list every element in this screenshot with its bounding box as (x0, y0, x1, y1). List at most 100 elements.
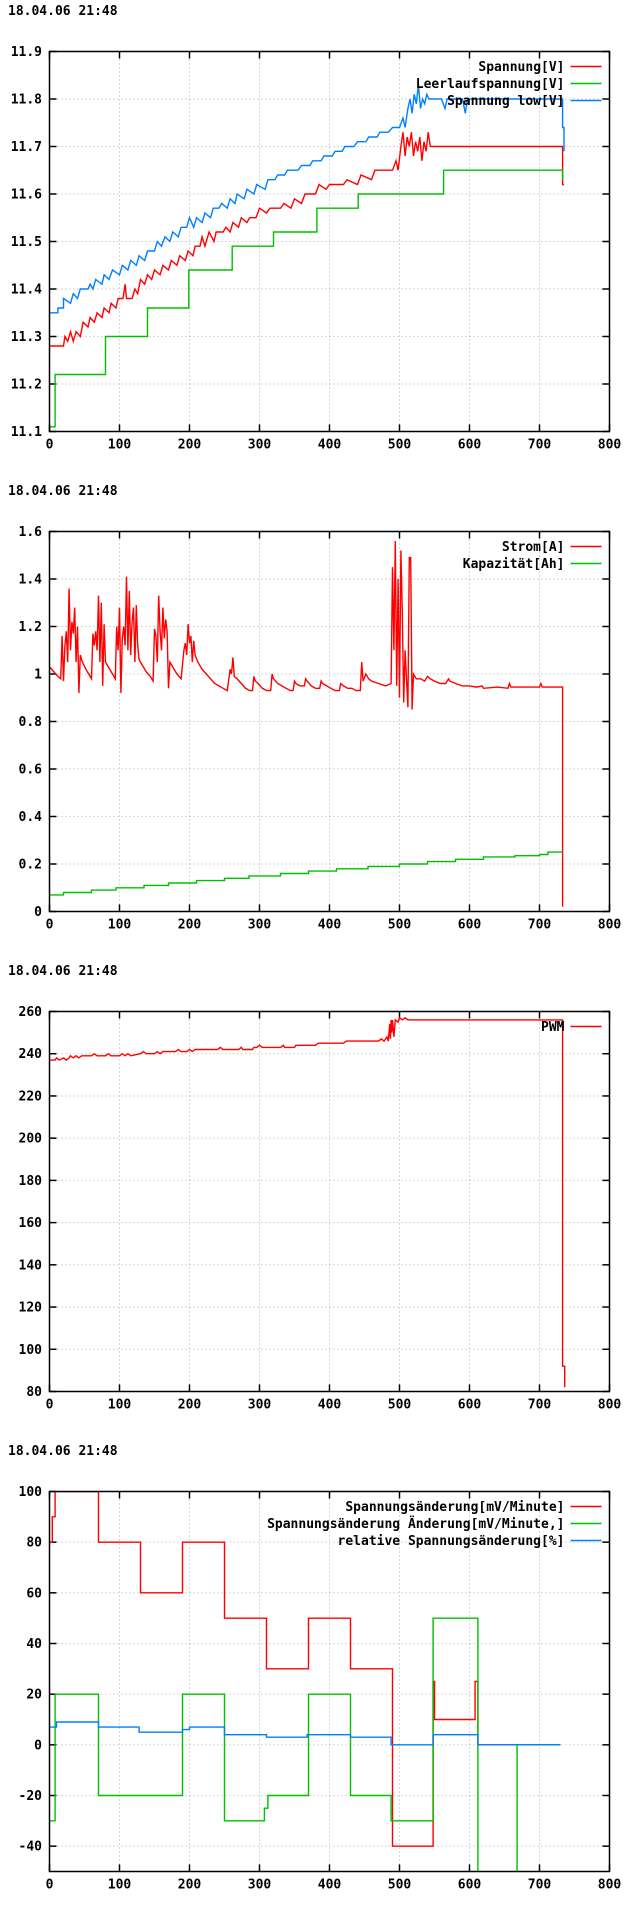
y-tick-label: 200 (19, 1132, 43, 1147)
y-tick-label: 11.8 (11, 93, 42, 108)
y-tick-label: 120 (19, 1301, 43, 1316)
y-tick-label: 11.6 (11, 188, 42, 203)
y-axis-labels: 260 240 220 200 180 160 140 120 100 80 (19, 1005, 43, 1400)
x-tick-label: 0 (46, 1878, 54, 1893)
legend: Spannungsänderung[mV/Minute]Spannungsänd… (267, 1500, 602, 1549)
x-tick-label: 800 (598, 1878, 622, 1893)
y-tick-label: 0.6 (19, 763, 43, 778)
series-line-pwm (49, 1016, 566, 1388)
x-tick-label: 0 (46, 918, 54, 933)
x-tick-label: 700 (528, 1878, 552, 1893)
legend: Strom[A] Kapazität[Ah] (463, 540, 602, 572)
legend-label: Leerlaufspannung[V] (416, 77, 565, 92)
legend-label: Spannung[V] (478, 60, 564, 75)
x-tick-label: 700 (528, 918, 552, 933)
x-axis-labels: 0 100 200 300 400 500 600 700 800 (46, 1398, 622, 1413)
y-tick-label: 60 (26, 1586, 42, 1601)
chart-block-pwm: 18.04.06 21:48 260 240 220 200 180 160 140 120 1… (0, 960, 640, 1440)
x-tick-label: 100 (108, 1398, 132, 1413)
y-tick-label: 260 (19, 1005, 43, 1020)
plot-border (48, 50, 611, 433)
pwm-chart: 260 240 220 200 180 160 140 120 100 80 0 100 200 300 4… (19, 1005, 622, 1413)
x-tick-label: 300 (248, 1878, 272, 1893)
legend-label: relative Spannungsänderung[%] (338, 1534, 565, 1549)
x-tick-label: 400 (318, 1878, 342, 1893)
x-tick-label: 200 (178, 438, 202, 453)
y-tick-label: 140 (19, 1258, 43, 1273)
current-capacity-chart: 1.6 1.4 1.2 1 0.8 0.6 0.4 0.2 00 100 200 300 400 500 6… (19, 525, 622, 933)
legend-label: PWM (541, 1020, 565, 1035)
axis-ticks (48, 1010, 611, 1393)
series-line-kapazität-ah- (49, 851, 563, 896)
x-tick-label: 500 (388, 1398, 412, 1413)
x-tick-label: 800 (598, 438, 622, 453)
y-tick-label: 0.4 (19, 810, 43, 825)
y-tick-label: 100 (19, 1343, 43, 1358)
y-tick-label: -40 (19, 1840, 43, 1855)
x-tick-label: 300 (248, 1398, 272, 1413)
series-line-strom-a- (49, 540, 564, 907)
x-tick-label: 700 (528, 1398, 552, 1413)
plot-border (48, 1490, 611, 1873)
legend-label: Kapazität[Ah] (463, 557, 565, 572)
y-tick-label: 1.2 (19, 620, 42, 635)
y-tick-label: 100 (19, 1485, 43, 1500)
x-tick-label: 300 (248, 918, 272, 933)
y-tick-label: 11.1 (11, 425, 42, 440)
y-axis-labels: 100 80 60 40 20 0 -20 -40 (19, 1485, 43, 1855)
chart-timestamp: 18.04.06 21:48 (8, 1444, 118, 1459)
x-tick-label: 500 (388, 1878, 412, 1893)
series-line-spannung-low-v- (49, 84, 565, 314)
y-tick-label: 80 (26, 1536, 42, 1551)
y-axis-labels: 1.6 1.4 1.2 1 0.8 0.6 0.4 0.2 0 (19, 525, 43, 920)
x-axis-labels: 0 100 200 300 400 500 600 700 800 (46, 438, 622, 453)
x-tick-label: 0 (46, 1398, 54, 1413)
x-tick-label: 0 (46, 438, 54, 453)
legend-label: Spannung low[V] (447, 94, 564, 109)
plot-border (48, 530, 611, 913)
y-tick-label: 80 (26, 1385, 42, 1400)
y-tick-label: 0 (34, 905, 42, 920)
x-tick-label: 100 (108, 438, 132, 453)
x-tick-label: 200 (178, 1398, 202, 1413)
x-tick-label: 500 (388, 918, 412, 933)
legend-label: Spannungsänderung[mV/Minute] (345, 1500, 564, 1515)
y-tick-label: 11.5 (11, 235, 42, 250)
y-tick-label: 160 (19, 1216, 43, 1231)
y-tick-label: 11.7 (11, 140, 42, 155)
x-tick-label: 700 (528, 438, 552, 453)
series-line-relative-spannungsänderung-%- (49, 1721, 561, 1746)
x-axis-labels: 0 100 200 300 400 500 600 700 800 (46, 1878, 622, 1893)
y-tick-label: 1.6 (19, 525, 43, 540)
legend-label: Strom[A] (502, 540, 565, 555)
x-tick-label: 600 (458, 918, 482, 933)
series-lines (49, 1491, 561, 1872)
x-tick-label: 500 (388, 438, 412, 453)
y-tick-label: 11.4 (11, 283, 42, 298)
y-tick-label: 240 (19, 1047, 43, 1062)
voltage-chart: 11.9 11.8 11.7 11.6 11.5 11.4 11.3 11.2 11.1 0 100… (11, 45, 622, 453)
x-axis-labels: 0 100 200 300 400 500 600 700 800 (46, 918, 622, 933)
chart-timestamp: 18.04.06 21:48 (8, 484, 118, 499)
y-tick-label: 0 (34, 1738, 42, 1753)
y-tick-label: 1 (34, 668, 42, 683)
series-line-spannungsänderung-änderung-mv-minute- (49, 1617, 561, 1872)
chart-block-voltage: 18.04.06 21:48 11.9 11.8 11.7 11.6 11.5 11.4 1… (0, 0, 640, 480)
x-tick-label: 400 (318, 1398, 342, 1413)
plot-border (48, 1010, 611, 1393)
series-line-leerlaufspannung-v- (49, 169, 564, 428)
series-lines (49, 540, 564, 907)
chart-block-voltage-change: 18.04.06 21:48 100 80 60 40 20 0 -20 -40 0 100 200… (0, 1440, 640, 1920)
y-tick-label: 1.4 (19, 573, 43, 588)
x-tick-label: 200 (178, 1878, 202, 1893)
chart-block-current-capacity: 18.04.06 21:48 1.6 1.4 1.2 1 0.8 0.6 0.4 0.2 0 0 1… (0, 480, 640, 960)
series-lines (49, 1016, 566, 1388)
series-lines (49, 84, 565, 428)
y-tick-label: 220 (19, 1089, 43, 1104)
y-tick-label: 40 (26, 1637, 42, 1652)
grid-lines (49, 1011, 610, 1392)
legend-label: Spannungsänderung Änderung[mV/Minute‚] (267, 1516, 564, 1532)
y-tick-label: 180 (19, 1174, 43, 1189)
